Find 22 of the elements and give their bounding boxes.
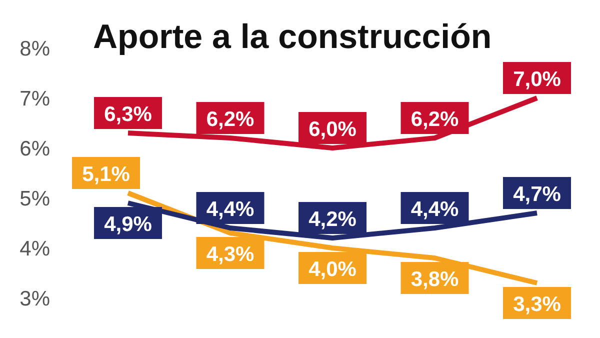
y-tick-label: 6% bbox=[20, 137, 50, 160]
data-label: 6,0% bbox=[308, 118, 357, 141]
y-tick-label: 8% bbox=[20, 37, 50, 60]
data-label: 5,1% bbox=[82, 163, 130, 186]
data-label: 3,8% bbox=[410, 268, 460, 291]
data-label: 6,3% bbox=[104, 103, 152, 126]
data-label: 4,9% bbox=[104, 213, 152, 236]
data-label: 4,0% bbox=[308, 258, 357, 281]
y-tick-label: 5% bbox=[20, 187, 50, 210]
chart-title: Aporte a la construcción bbox=[93, 18, 492, 57]
data-label: 6,2% bbox=[206, 108, 255, 131]
data-label: 4,4% bbox=[410, 198, 460, 221]
y-tick-label: 4% bbox=[20, 237, 50, 260]
y-tick-label: 7% bbox=[20, 87, 50, 110]
data-label: 4,7% bbox=[513, 183, 562, 206]
data-label: 4,2% bbox=[308, 208, 357, 231]
y-tick-label: 3% bbox=[20, 287, 50, 310]
data-label: 4,3% bbox=[206, 243, 255, 266]
data-label: 6,2% bbox=[410, 108, 460, 131]
data-label: 3,3% bbox=[513, 293, 562, 316]
data-label: 7,0% bbox=[513, 68, 562, 91]
data-label: 4,4% bbox=[206, 198, 255, 221]
